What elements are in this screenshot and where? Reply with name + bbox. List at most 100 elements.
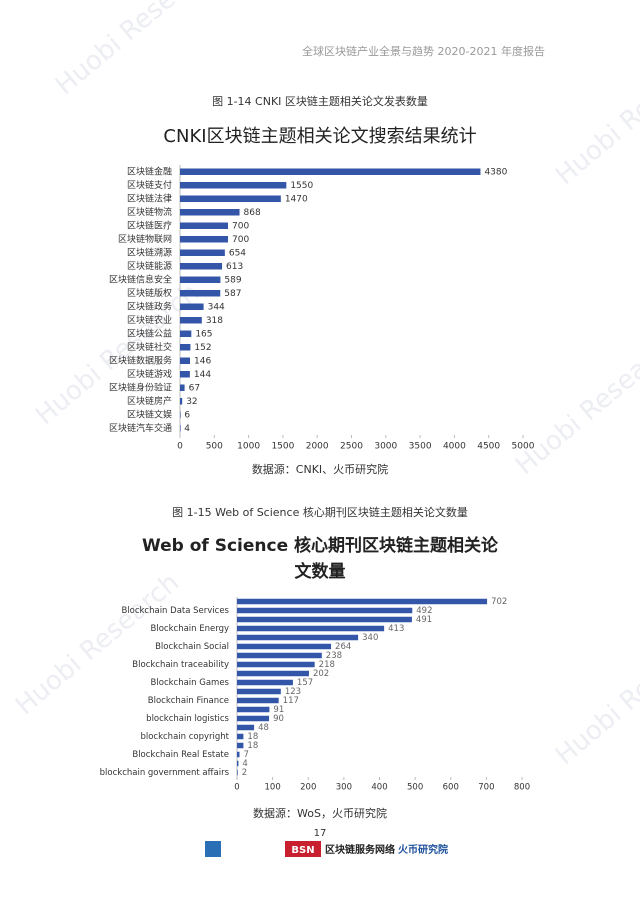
bar [180, 276, 221, 283]
header-title: 全球区块链产业全景与趋势 2020-2021 年度报告 [302, 44, 545, 58]
value-label: 48 [258, 723, 269, 733]
value-label: 152 [194, 343, 211, 353]
value-label: 4 [242, 759, 247, 769]
watermark: Huobi Research [550, 38, 640, 192]
logo-text: 火币研究院 [398, 843, 448, 856]
bar [237, 634, 359, 641]
value-label: 702 [491, 597, 507, 607]
bar [180, 195, 281, 202]
y-tick-label: 区块链游戏 [127, 368, 172, 380]
value-label: 587 [224, 289, 241, 299]
x-tick-label: 200 [300, 783, 316, 793]
value-label: 1550 [290, 181, 313, 191]
x-tick-label: 1500 [271, 442, 294, 452]
x-tick-label: 800 [514, 783, 530, 793]
bar [180, 371, 190, 378]
bar [180, 182, 287, 189]
bar [180, 236, 229, 243]
value-label: 238 [326, 651, 342, 661]
bar [237, 715, 270, 722]
value-label: 491 [416, 615, 432, 625]
value-label: 700 [232, 221, 249, 231]
bar [237, 724, 255, 731]
logo-box [285, 841, 321, 857]
y-tick-label: Blockchain Energy [151, 624, 229, 634]
bar [180, 263, 223, 270]
bar [180, 290, 221, 297]
bar [237, 760, 239, 767]
y-tick-label: 区块链身份验证 [109, 381, 172, 393]
value-label: 264 [335, 642, 351, 652]
x-tick-label: 3000 [374, 442, 397, 452]
value-label: 340 [362, 633, 378, 643]
y-tick-label: 区块链支付 [127, 179, 172, 191]
value-label: 165 [195, 329, 212, 339]
y-tick-label: 区块链社交 [127, 341, 172, 353]
y-tick-label: blockchain government affairs [100, 768, 230, 778]
value-label: 6 [184, 410, 190, 420]
y-tick-label: 区块链信息安全 [109, 273, 172, 285]
bar [180, 357, 191, 364]
value-label: 144 [194, 370, 211, 380]
value-label: 318 [206, 316, 223, 326]
page-number: 17 [314, 828, 327, 839]
value-label: 117 [283, 696, 299, 706]
y-tick-label: 区块链农业 [127, 314, 172, 326]
value-label: 90 [273, 714, 284, 724]
value-label: 123 [285, 687, 301, 697]
x-tick-label: 2500 [340, 442, 363, 452]
y-tick-label: 区块链房产 [127, 395, 172, 407]
value-label: 18 [247, 741, 258, 751]
value-label: 492 [416, 606, 432, 616]
bar [237, 661, 315, 668]
bar [180, 168, 481, 175]
x-tick-label: 5000 [512, 442, 535, 452]
bar [237, 751, 240, 758]
value-label: 157 [297, 678, 313, 688]
y-tick-label: Blockchain Finance [148, 696, 229, 706]
value-label: 18 [247, 732, 258, 742]
x-tick-label: 4500 [477, 442, 500, 452]
value-label: 218 [319, 660, 335, 670]
y-tick-label: 区块链金融 [127, 165, 172, 177]
value-label: 1470 [285, 194, 308, 204]
value-label: 7 [243, 750, 248, 760]
watermark: Huobi Research [550, 618, 640, 772]
y-tick-label: 区块链文娱 [127, 408, 172, 420]
logo-text: 区块链服务网络 [325, 843, 395, 856]
bar [237, 616, 412, 623]
watermark: Huobi Research [30, 278, 205, 432]
bar [237, 598, 488, 605]
y-tick-label: blockchain copyright [140, 732, 229, 742]
bar [180, 398, 183, 405]
logo-text: BSN [291, 845, 314, 856]
value-label: 654 [229, 248, 246, 258]
bar [237, 652, 322, 659]
bar [237, 733, 244, 740]
x-tick-label: 500 [407, 783, 423, 793]
chart-title: CNKI区块链主题相关论文搜索结果统计 [163, 126, 476, 147]
x-tick-label: 400 [371, 783, 387, 793]
x-tick-label: 600 [443, 783, 459, 793]
value-label: 700 [232, 235, 249, 245]
x-tick-label: 100 [265, 783, 281, 793]
y-tick-label: 区块链法律 [127, 192, 172, 204]
x-tick-label: 300 [336, 783, 352, 793]
y-tick-label: 区块链能源 [127, 260, 172, 272]
value-label: 4380 [484, 167, 507, 177]
y-tick-label: 区块链数据服务 [109, 354, 172, 366]
bar [237, 769, 238, 776]
y-tick-label: blockchain logistics [146, 714, 229, 724]
y-tick-label: Blockchain Social [155, 642, 229, 652]
x-tick-label: 2000 [306, 442, 329, 452]
x-tick-label: 3500 [409, 442, 432, 452]
value-label: 146 [194, 356, 211, 366]
logo-icon [205, 841, 221, 857]
bar [237, 706, 270, 713]
value-label: 67 [189, 383, 200, 393]
bar [237, 697, 279, 704]
watermark: Huobi Research [510, 328, 640, 482]
bar [180, 209, 240, 216]
value-label: 202 [313, 669, 329, 679]
source: 数据源：WoS，火币研究院 [253, 806, 387, 820]
